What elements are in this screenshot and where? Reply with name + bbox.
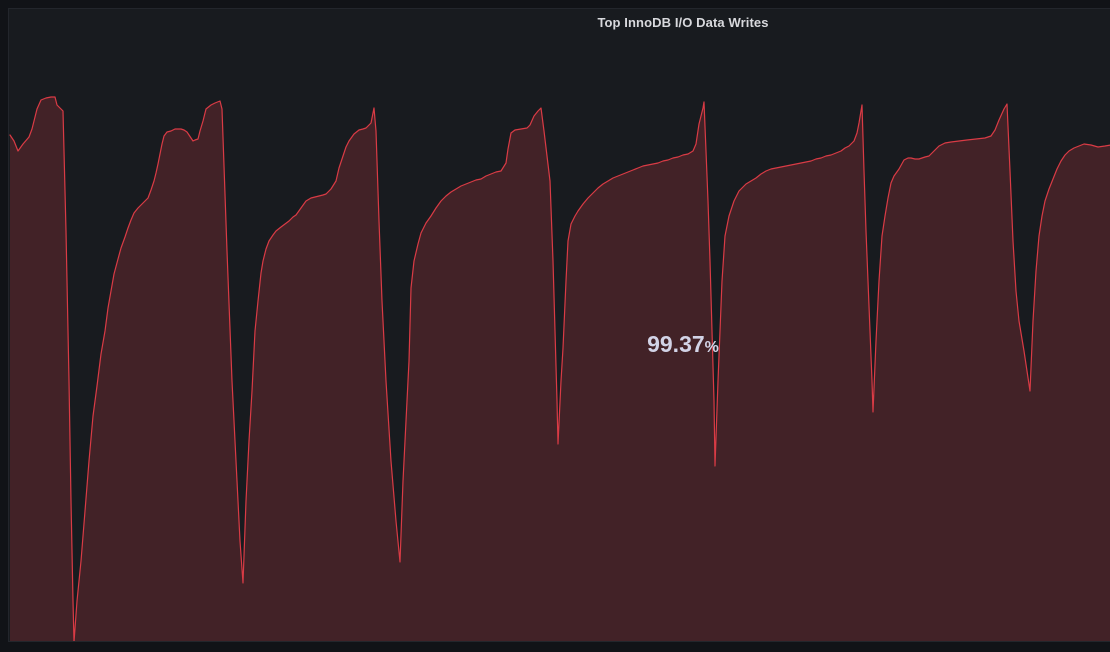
- panel-title[interactable]: Top InnoDB I/O Data Writes: [597, 15, 769, 30]
- stat-unit: %: [704, 339, 719, 356]
- series-line: [9, 96, 1110, 641]
- chart-canvas[interactable]: [9, 9, 1110, 641]
- stat-value: 99.37%: [647, 333, 719, 356]
- series-fill-area: [10, 97, 1110, 641]
- graph-panel: Top InnoDB I/O Data Writes 99.37%: [8, 8, 1110, 642]
- timeseries-svg: [9, 96, 1110, 641]
- panel-header: Top InnoDB I/O Data Writes: [9, 9, 1110, 37]
- stat-number: 99.37: [647, 331, 705, 357]
